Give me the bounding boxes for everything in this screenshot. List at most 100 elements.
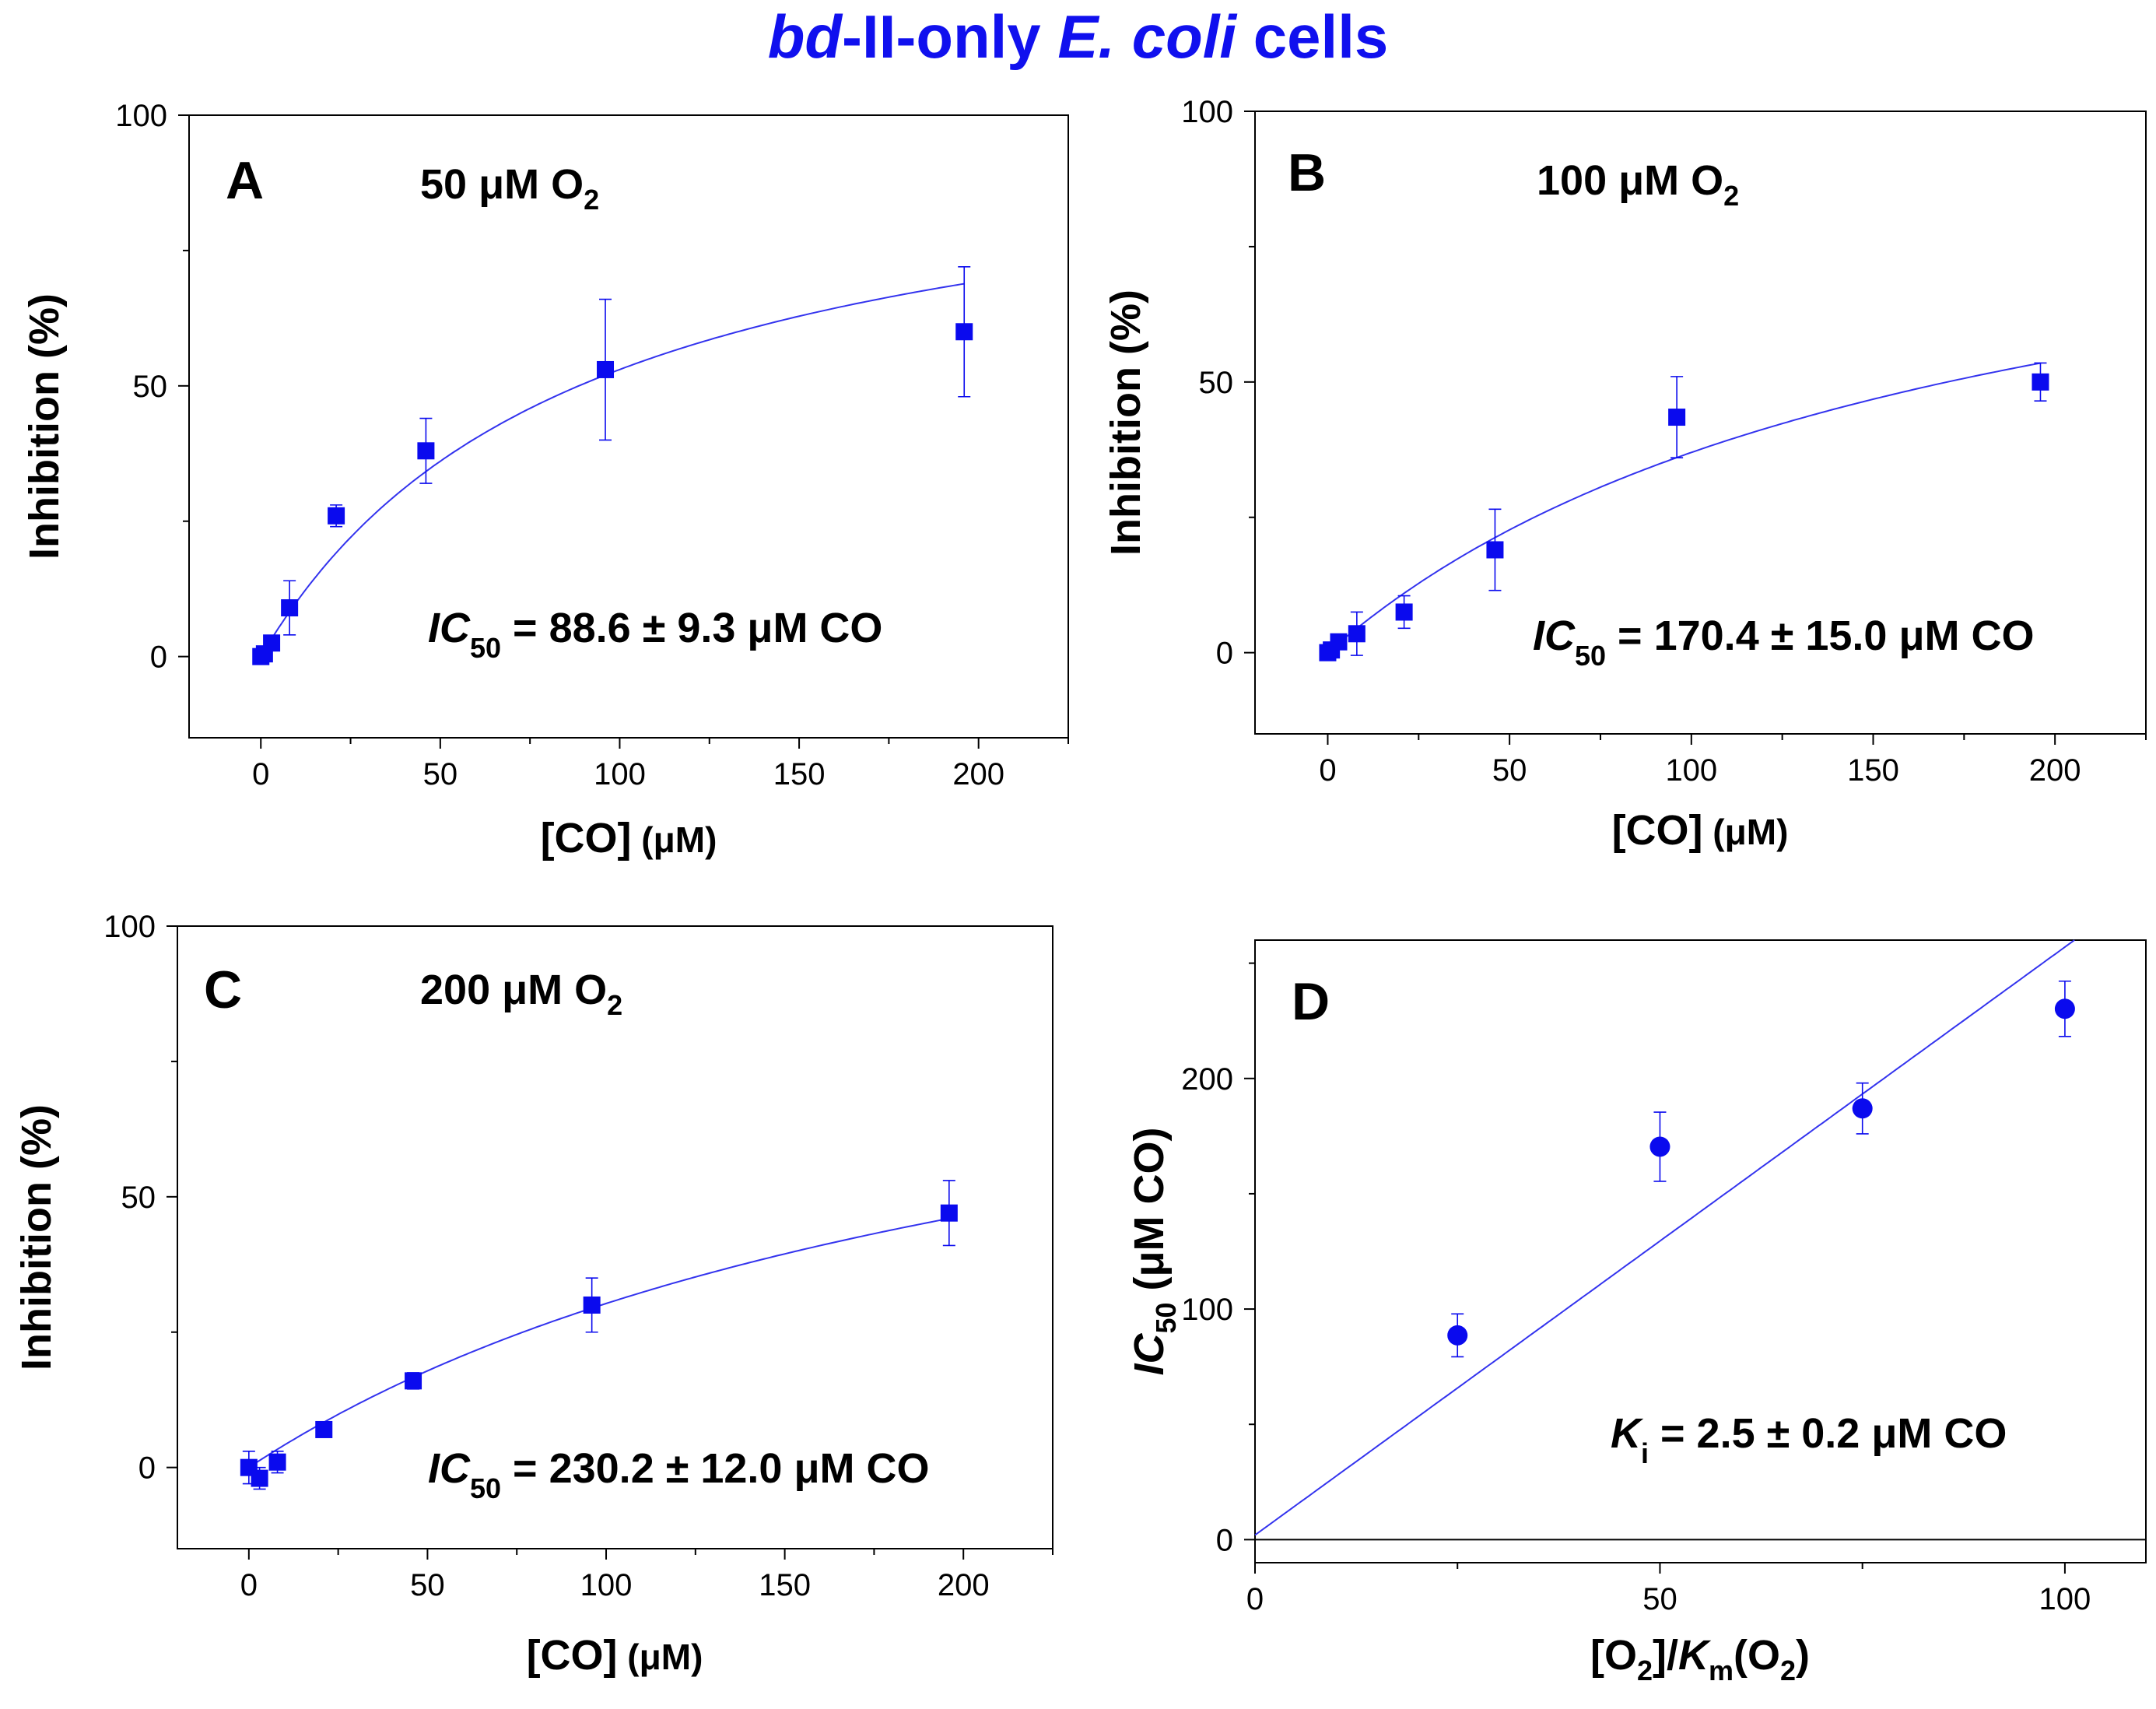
y-label-text: Inhibition (%) <box>1103 290 1149 556</box>
x-label-part: [O <box>1590 1632 1637 1679</box>
x-axis-label: [O2]/Km(O2) <box>1590 1632 1810 1686</box>
x-tick-label: 0 <box>1319 753 1336 788</box>
y-tick-label: 50 <box>121 1181 156 1215</box>
x-tick-label: 100 <box>580 1568 633 1602</box>
panel-letter: C <box>204 960 242 1019</box>
x-tick-label: 100 <box>594 757 646 791</box>
y-tick-label: 0 <box>1216 1523 1233 1557</box>
subtitle-text: 200 μM O <box>420 967 607 1013</box>
annotation-subscript: 50 <box>1575 640 1606 672</box>
annotation-symbol: IC <box>1533 612 1576 659</box>
y-axis-label: Inhibition (%) <box>21 293 68 560</box>
x-label-unit: (μM) <box>632 819 717 860</box>
x-tick-label: 0 <box>1246 1582 1264 1616</box>
fit-curve <box>1254 939 2075 1536</box>
data-point <box>1395 603 1413 621</box>
data-point <box>1447 1325 1468 1346</box>
panel-subtitle: 100 μM O2 <box>1537 157 1739 212</box>
data-point <box>1649 1136 1670 1157</box>
x-tick-label: 150 <box>759 1568 811 1602</box>
panel-subtitle: 200 μM O2 <box>420 967 622 1021</box>
y-tick-label: 100 <box>1181 95 1233 129</box>
x-tick-label: 0 <box>252 757 269 791</box>
annotation-value: = 2.5 ± 0.2 μM CO <box>1649 1410 2007 1457</box>
data-point <box>1330 633 1348 651</box>
data-point <box>940 1204 958 1222</box>
y-label-text: Inhibition (%) <box>13 1104 60 1370</box>
y-tick-label: 0 <box>1216 637 1233 671</box>
subtitle-subscript: 2 <box>1723 180 1739 212</box>
annotation: Ki = 2.5 ± 0.2 μM CO <box>1611 1410 2007 1469</box>
data-point <box>1852 1098 1873 1119</box>
x-tick-label: 200 <box>938 1568 990 1602</box>
figure-title: bd-II-only E. coli cells <box>0 2 2156 72</box>
annotation-subscript: i <box>1641 1437 1649 1469</box>
panel-letter: A <box>226 151 264 210</box>
annotation-value: = 230.2 ± 12.0 μM CO <box>501 1445 929 1492</box>
y-label-symbol: IC <box>1126 1333 1173 1376</box>
annotation-subscript: 50 <box>470 632 501 664</box>
panel-subtitle: 50 μM O2 <box>420 161 599 216</box>
y-label-unit: (μM CO) <box>1126 1127 1173 1302</box>
data-point <box>1668 409 1686 426</box>
x-label-main: [CO] <box>527 1632 618 1679</box>
data-point <box>328 507 345 525</box>
x-axis-label: [CO] (μM) <box>541 815 717 862</box>
annotation-subscript: 50 <box>470 1472 501 1504</box>
x-tick-label: 100 <box>2039 1582 2091 1616</box>
data-point <box>1486 541 1504 559</box>
y-tick-label: 0 <box>150 640 167 675</box>
x-label-main: [CO] <box>541 815 632 862</box>
data-point <box>1348 625 1365 643</box>
x-tick-label: 50 <box>1642 1582 1677 1616</box>
figure-title-species: E. coli <box>1057 2 1237 71</box>
y-tick-label: 50 <box>133 370 168 404</box>
data-point <box>2054 998 2075 1019</box>
y-tick-label: 100 <box>1181 1293 1233 1327</box>
annotation-value: = 170.4 ± 15.0 μM CO <box>1606 612 2034 659</box>
data-point <box>268 1453 286 1471</box>
plot-frame <box>1254 939 2147 1563</box>
y-tick-label: 200 <box>1181 1062 1233 1097</box>
annotation: IC50 = 230.2 ± 12.0 μM CO <box>428 1445 930 1504</box>
y-label-text: Inhibition (%) <box>21 293 68 560</box>
annotation-symbol: IC <box>428 1445 471 1492</box>
x-label-unit: (μM) <box>618 1637 703 1677</box>
data-point <box>955 323 973 341</box>
plot-frame <box>1254 111 2147 735</box>
y-axis-label: Inhibition (%) <box>1103 290 1149 556</box>
x-label-sub: 2 <box>1780 1655 1796 1686</box>
annotation: IC50 = 170.4 ± 15.0 μM CO <box>1533 612 2035 672</box>
plot-frame <box>188 114 1069 739</box>
annotation-symbol: K <box>1611 1410 1644 1457</box>
y-axis-label: Inhibition (%) <box>13 1104 60 1370</box>
figure-title-strain: -II-only <box>842 2 1058 71</box>
x-label-part: K <box>1678 1632 1712 1679</box>
subtitle-subscript: 2 <box>584 184 599 216</box>
annotation: IC50 = 88.6 ± 9.3 μM CO <box>428 605 882 664</box>
x-tick-label: 50 <box>423 757 458 791</box>
fit-curve <box>1327 362 2041 654</box>
data-point <box>583 1296 601 1314</box>
annotation-symbol: IC <box>428 605 471 651</box>
x-label-sub: 2 <box>1637 1655 1653 1686</box>
y-axis-label: IC50 (μM CO) <box>1126 1127 1182 1375</box>
figure-title-cells: cells <box>1236 2 1389 71</box>
data-point <box>251 1469 268 1487</box>
x-label-main: [CO] <box>1612 807 1703 854</box>
x-tick-label: 150 <box>1847 753 1899 788</box>
panel-d: 0 50 100 0 100 200 D Ki = 2.5 ± 0.2 μM CO [O2]/K… <box>1126 939 2147 1686</box>
annotation-value: = 88.6 ± 9.3 μM CO <box>501 605 882 651</box>
x-tick-label: 0 <box>240 1568 258 1602</box>
x-tick-label: 100 <box>1665 753 1717 788</box>
x-tick-label: 150 <box>773 757 826 791</box>
plot-frame <box>177 925 1053 1549</box>
subtitle-text: 50 μM O <box>420 161 584 208</box>
x-label-part: (O <box>1734 1632 1780 1679</box>
panel-letter: D <box>1292 972 1330 1031</box>
data-point <box>281 599 299 617</box>
